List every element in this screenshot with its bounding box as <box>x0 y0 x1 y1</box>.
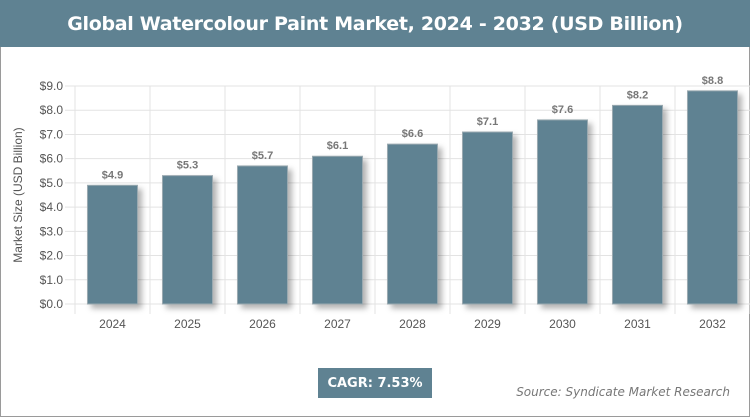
bar-2030 <box>537 119 588 305</box>
bar-2028 <box>387 143 438 305</box>
x-tick-label: 2029 <box>474 317 501 331</box>
data-label: $7.1 <box>477 116 498 128</box>
x-tick-label: 2025 <box>174 317 201 331</box>
y-tick-label: $5.0 <box>40 176 64 190</box>
x-tick-label: 2026 <box>249 317 276 331</box>
data-label: $4.9 <box>102 169 123 181</box>
x-tick-label: 2030 <box>549 317 576 331</box>
x-tick-label: 2031 <box>624 317 651 331</box>
data-label: $5.7 <box>252 150 273 162</box>
data-label: $5.3 <box>177 160 198 172</box>
data-label: $6.6 <box>402 128 423 140</box>
cagr-badge: CAGR: 7.53% <box>318 368 432 398</box>
bar-2032 <box>687 90 738 305</box>
data-label: $8.8 <box>702 75 723 87</box>
data-label: $8.2 <box>627 89 648 101</box>
y-tick-label: $0.0 <box>40 297 64 311</box>
y-tick-label: $6.0 <box>40 152 64 166</box>
bar-2026 <box>237 165 288 305</box>
data-label: $6.1 <box>327 140 348 152</box>
bar-2029 <box>462 131 513 305</box>
y-axis-label: Market Size (USD Billion) <box>11 127 25 262</box>
y-tick-label: $4.0 <box>40 200 64 214</box>
y-tick-label: $2.0 <box>40 249 64 263</box>
bar-2027 <box>312 155 363 305</box>
x-tick-label: 2028 <box>399 317 426 331</box>
y-tick-label: $9.0 <box>40 79 64 93</box>
data-label: $7.6 <box>552 104 573 116</box>
bar-2024 <box>87 184 138 305</box>
y-tick-label: $7.0 <box>40 127 64 141</box>
source-note: Source: Syndicate Market Research <box>516 385 730 399</box>
y-tick-label: $8.0 <box>40 103 64 117</box>
x-tick-label: 2032 <box>699 317 726 331</box>
x-tick-label: 2027 <box>324 317 351 331</box>
bar-2025 <box>162 175 213 305</box>
chart-title: Global Watercolour Paint Market, 2024 - … <box>0 0 750 47</box>
bar-2031 <box>612 104 663 305</box>
y-tick-label: $3.0 <box>40 224 64 238</box>
x-tick-label: 2024 <box>99 317 126 331</box>
y-tick-label: $1.0 <box>40 273 64 287</box>
